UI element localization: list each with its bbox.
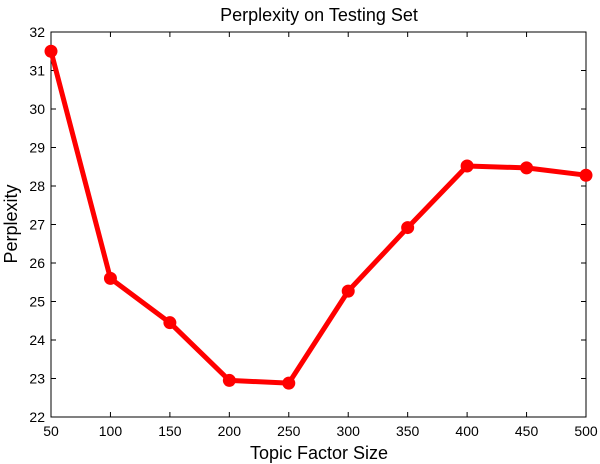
x-axis-label: Topic Factor Size	[250, 443, 388, 463]
y-tick-label: 30	[29, 101, 45, 117]
x-tick-label: 350	[396, 423, 420, 439]
y-tick-label: 29	[29, 140, 45, 156]
y-axis-label: Perplexity	[1, 184, 21, 263]
series-line	[48, 50, 587, 386]
chart-title: Perplexity on Testing Set	[220, 5, 418, 25]
x-tick-label: 500	[574, 423, 598, 439]
x-axis: 50 100 150 200 250 300 350 400 450 500	[43, 32, 598, 439]
data-point	[44, 44, 58, 58]
x-tick-label: 200	[218, 423, 242, 439]
y-tick-label: 26	[29, 255, 45, 271]
data-point	[282, 376, 296, 390]
y-tick-label: 23	[29, 371, 45, 387]
y-tick-label: 31	[29, 63, 45, 79]
data-point	[222, 373, 236, 387]
x-tick-label: 250	[277, 423, 301, 439]
data-point	[520, 161, 534, 175]
x-tick-label: 450	[515, 423, 539, 439]
x-tick-label: 100	[99, 423, 123, 439]
y-axis: 22 23 24 25 26 27 28 29 30 31 32	[29, 24, 586, 425]
data-point	[401, 221, 415, 235]
data-point	[579, 168, 593, 182]
y-tick-label: 25	[29, 294, 45, 310]
series-points	[44, 44, 593, 390]
data-point	[341, 284, 355, 298]
x-tick-label: 150	[158, 423, 182, 439]
data-point	[103, 271, 117, 285]
y-tick-label: 28	[29, 178, 45, 194]
x-tick-label: 400	[455, 423, 479, 439]
data-point	[460, 159, 474, 173]
plot-area-frame	[50, 31, 587, 418]
y-tick-label: 22	[29, 409, 45, 425]
y-tick-label: 24	[29, 332, 45, 348]
y-tick-label: 32	[29, 24, 45, 40]
x-tick-label: 50	[43, 423, 59, 439]
y-tick-label: 27	[29, 217, 45, 233]
x-tick-label: 300	[337, 423, 361, 439]
data-point	[163, 316, 177, 330]
